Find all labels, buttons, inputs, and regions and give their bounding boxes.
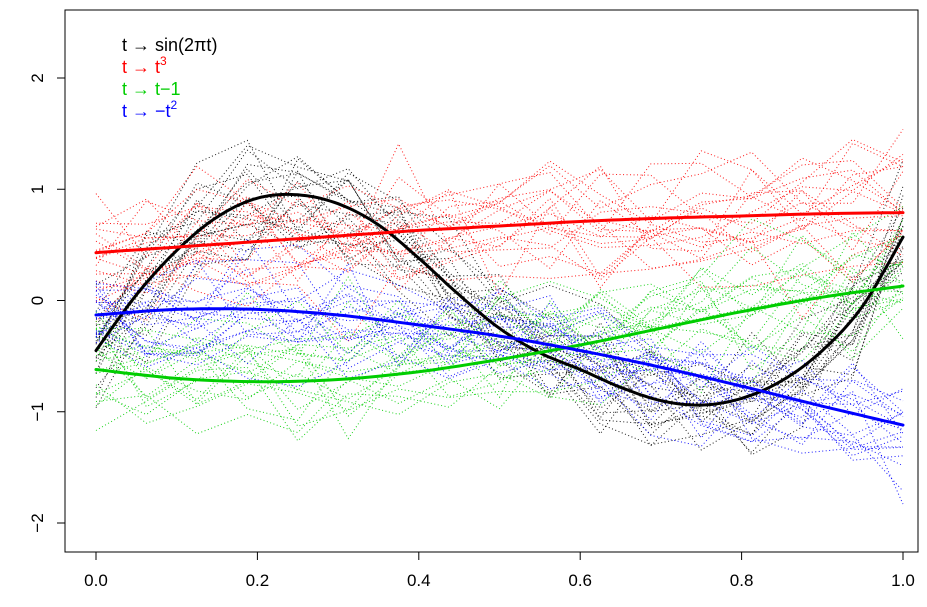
legend-entry: t → −t2 [122, 98, 178, 121]
noisy-sample-line [95, 190, 904, 280]
noisy-sample-line [95, 237, 904, 427]
y-tick-label: 1 [28, 185, 47, 194]
legend-entry: t → sin(2πt) [122, 35, 217, 55]
noisy-sample-line [95, 262, 904, 440]
x-tick-label: 0.8 [730, 571, 754, 590]
legend-entry-text: t → t [122, 57, 160, 77]
x-tick-label: 0.2 [246, 571, 270, 590]
mean-curve [94, 307, 905, 427]
noisy-sample-line [95, 197, 904, 276]
noisy-sample-line [95, 206, 904, 380]
y-axis: −2 −1 0 1 2 [28, 73, 65, 533]
noisy-sample-line [95, 182, 904, 447]
y-tick-label: 2 [28, 73, 47, 82]
noisy-sample-line [95, 234, 904, 361]
noisy-sample-line [95, 129, 904, 253]
noisy-sample-line [95, 188, 904, 297]
noisy-sample-line [95, 284, 904, 424]
noisy-sample-line [95, 246, 904, 398]
noisy-sample-line [95, 190, 904, 286]
noisy-sample-line [95, 180, 904, 429]
y-tick-label: 0 [28, 296, 47, 305]
legend-entry-superscript: 3 [160, 54, 167, 68]
noisy-sample-line [95, 259, 904, 425]
mean-curves [94, 192, 905, 427]
noisy-sample-line [95, 268, 904, 417]
x-tick-label: 1.0 [891, 571, 915, 590]
noisy-sample-line [95, 142, 904, 266]
noisy-sample-line [95, 305, 904, 437]
noisy-sample-line [95, 168, 904, 426]
noisy-sample-line [95, 298, 904, 442]
x-tick-label: 0.6 [568, 571, 592, 590]
mean-curve [94, 284, 905, 384]
noisy-sample-line [95, 142, 904, 259]
noisy-sample-line [95, 163, 904, 415]
noisy-sample-line [95, 165, 904, 292]
noisy-sample-line [95, 170, 904, 271]
noisy-sample-line [95, 149, 904, 397]
noisy-sample-line [95, 159, 904, 245]
noisy-sample-line [95, 244, 904, 418]
noisy-sample-line [95, 287, 904, 454]
noisy-sample-line [95, 299, 904, 427]
noisy-sample-line [95, 218, 904, 365]
noisy-sample-line [95, 190, 904, 286]
noisy-sample-curves [95, 129, 904, 505]
noisy-sample-line [95, 144, 904, 419]
noisy-sample-line [95, 270, 904, 378]
noisy-sample-line [95, 197, 904, 303]
noisy-sample-line [95, 259, 904, 444]
legend-entry-superscript: 2 [171, 98, 178, 112]
legend: t → sin(2πt)t → t3t → t−1t → −t2 [122, 35, 217, 121]
legend-entry-text: t → −t [122, 101, 171, 121]
noisy-sample-line [95, 288, 904, 505]
noisy-sample-line [95, 269, 904, 416]
noisy-sample-line [95, 231, 904, 440]
noisy-sample-line [95, 153, 904, 267]
noisy-sample-line [95, 280, 904, 446]
noisy-sample-line [95, 299, 904, 451]
x-tick-label: 0.4 [407, 571, 431, 590]
legend-entry: t → t3 [122, 54, 167, 77]
noisy-sample-line [95, 156, 904, 387]
noisy-sample-line [95, 170, 904, 446]
noisy-sample-line [95, 287, 904, 448]
noisy-sample-line [95, 173, 904, 405]
noisy-sample-line [95, 279, 904, 372]
noisy-sample-line [95, 290, 904, 461]
noisy-sample-line [95, 138, 904, 258]
noisy-sample-line [95, 199, 904, 414]
noisy-sample-line [95, 195, 904, 435]
noisy-sample-line [95, 150, 904, 264]
legend-entry-text: t → t−1 [122, 79, 181, 99]
noisy-sample-line [95, 266, 904, 435]
legend-entry-text: t → sin(2πt) [122, 35, 217, 55]
noisy-sample-line [95, 274, 904, 401]
x-axis: 0.0 0.2 0.4 0.6 0.8 1.0 [84, 552, 915, 590]
y-tick-label: −1 [28, 402, 47, 421]
noisy-sample-line [95, 297, 904, 445]
noisy-sample-line [95, 277, 904, 434]
y-tick-label: −2 [28, 513, 47, 532]
noisy-sample-line [95, 330, 904, 492]
x-tick-label: 0.0 [84, 571, 108, 590]
noisy-sample-line [95, 178, 904, 436]
mean-curve [94, 211, 905, 255]
plot-frame [64, 9, 919, 553]
legend-entry: t → t−1 [122, 79, 181, 99]
noisy-sample-line [95, 297, 904, 416]
mean-curve [94, 192, 905, 407]
